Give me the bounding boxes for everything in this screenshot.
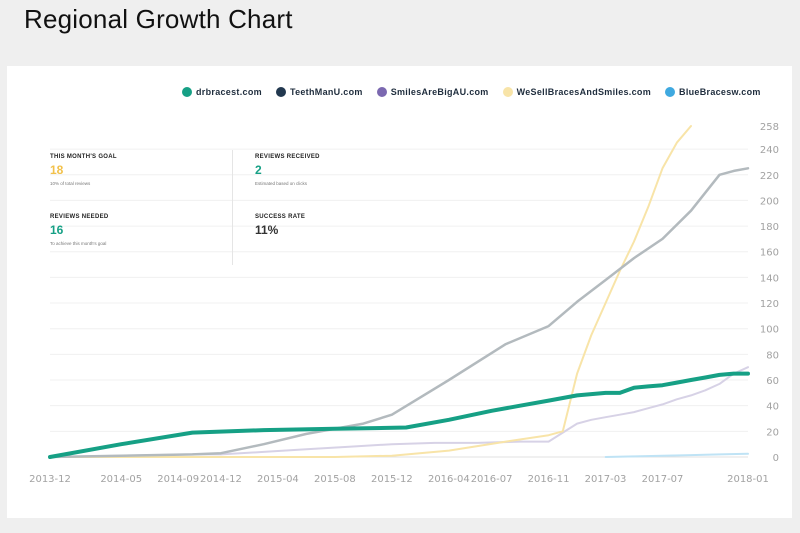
- stat-label: SUCCESS RATE: [255, 214, 306, 220]
- y-tick-label: 0: [773, 453, 779, 464]
- chart-legend: drbracest.com TeethManU.com SmilesAreBigAU…: [182, 85, 761, 99]
- stat-value: 11%: [255, 223, 279, 237]
- legend-label: SmilesAreBigAU.com: [390, 87, 489, 97]
- stats-panel: THIS MONTH'S GOAL 18 10% of total review…: [50, 150, 390, 265]
- legend-label: TeethManU.com: [289, 87, 363, 97]
- x-tick-label: 2014-09: [157, 474, 199, 485]
- stat-label: REVIEWS NEEDED: [50, 214, 109, 220]
- legend-label: BlueBracesw.com: [679, 87, 761, 97]
- x-tick-label: 2014-12: [200, 474, 242, 485]
- y-tick-label: 160: [760, 248, 779, 259]
- stats-divider: [232, 150, 233, 265]
- series-line-teethmanu-com: [48, 167, 750, 459]
- x-tick-label: 2015-12: [371, 474, 413, 485]
- stat-label: THIS MONTH'S GOAL: [50, 154, 117, 160]
- legend-dot-icon: [182, 87, 192, 97]
- stat-success-rate: SUCCESS RATE 11%: [255, 214, 425, 237]
- stat-reviews-needed: REVIEWS NEEDED 16 To achieve this month'…: [50, 214, 220, 246]
- legend-item[interactable]: drbracest.com: [182, 87, 262, 97]
- y-tick-label: 180: [760, 222, 779, 233]
- stat-value: 18: [50, 163, 64, 177]
- legend-item[interactable]: TeethManU.com: [275, 87, 363, 97]
- x-tick-label: 2013-12: [29, 474, 71, 485]
- legend-item[interactable]: BlueBracesw.com: [665, 87, 761, 97]
- y-tick-label: 258: [760, 122, 779, 133]
- x-tick-label: 2018-01: [727, 474, 769, 485]
- x-axis-ticks: 2013-12 2014-05 2014-09 2014-12 2015-04 2015-…: [29, 474, 769, 485]
- x-tick-label: 2016-07: [471, 474, 513, 485]
- page-title: Regional Growth Chart: [24, 4, 293, 34]
- y-tick-label: 120: [760, 299, 779, 310]
- stat-label: REVIEWS RECEIVED: [255, 154, 320, 160]
- legend-label: drbracest.com: [196, 87, 262, 97]
- stat-value: 2: [255, 163, 262, 177]
- x-tick-label: 2016-11: [528, 474, 570, 485]
- y-tick-label: 140: [760, 273, 779, 284]
- series-lines: [48, 125, 750, 459]
- legend-dot-icon: [665, 87, 676, 97]
- stat-reviews-received: REVIEWS RECEIVED 2 Estimated based on cl…: [255, 154, 425, 186]
- stat-value: 16: [50, 223, 64, 237]
- y-axis-ticks: 0 20 40 60 80 100 120 140 160 180 200 220 240 258: [760, 122, 779, 464]
- stat-this-months-goal: THIS MONTH'S GOAL 18 10% of total review…: [50, 154, 220, 186]
- series-line-drbracest-com: [48, 371, 750, 459]
- stat-note: 10% of total reviews: [50, 181, 91, 186]
- series-line-smilesarebigau-com: [49, 366, 749, 458]
- legend-dot-icon: [376, 87, 387, 97]
- y-tick-label: 100: [760, 325, 779, 336]
- stat-note: To achieve this month's goal: [50, 241, 107, 246]
- y-tick-label: 20: [766, 427, 779, 438]
- y-tick-label: 40: [766, 402, 779, 413]
- x-tick-label: 2017-07: [642, 474, 684, 485]
- x-tick-label: 2015-04: [257, 474, 299, 485]
- legend-label: WeSellBracesAndSmiles.com: [516, 87, 652, 97]
- x-tick-label: 2014-05: [100, 474, 142, 485]
- y-tick-label: 220: [760, 171, 779, 182]
- y-tick-label: 200: [760, 196, 779, 207]
- legend-item[interactable]: WeSellBracesAndSmiles.com: [502, 87, 652, 97]
- stat-note: Estimated based on clicks: [255, 181, 308, 186]
- series-line-wesellbracesandsmiles-com: [49, 125, 692, 458]
- legend-dot-icon: [275, 87, 286, 97]
- x-tick-label: 2015-08: [314, 474, 356, 485]
- series-line-bluebracesw-com: [604, 452, 749, 458]
- y-tick-label: 240: [760, 145, 779, 156]
- x-tick-label: 2017-03: [585, 474, 627, 485]
- legend-item[interactable]: SmilesAreBigAU.com: [376, 87, 489, 97]
- legend-dot-icon: [502, 87, 513, 97]
- y-tick-label: 60: [766, 376, 779, 387]
- y-tick-label: 80: [766, 350, 779, 361]
- x-tick-label: 2016-04: [428, 474, 470, 485]
